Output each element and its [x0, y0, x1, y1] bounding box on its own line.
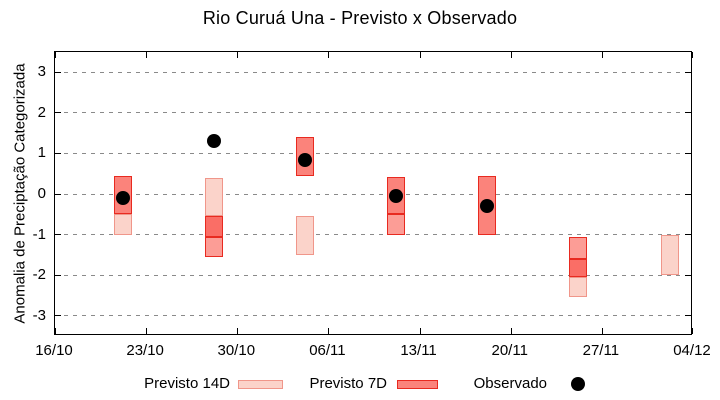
legend-label-previsto-7d: Previsto 7D — [309, 375, 387, 392]
y-gridline — [55, 152, 691, 154]
x-tick-label: 30/10 — [217, 342, 256, 359]
y-gridline — [55, 234, 691, 236]
legend-label-observado: Observado — [473, 375, 547, 392]
previsto-7d-bar-segment — [204, 236, 223, 257]
y-tick-right — [685, 315, 691, 317]
x-tick-label: 13/11 — [400, 342, 437, 359]
y-gridline — [55, 315, 691, 317]
previsto-14d-bar-segment — [660, 234, 679, 276]
legend-swatch-previsto-7d — [397, 380, 438, 389]
y-tick-left — [55, 274, 61, 276]
y-tick-label: -3 — [32, 306, 46, 324]
x-tick-bottom — [510, 328, 512, 334]
y-gridline — [55, 71, 691, 73]
chart-title: Rio Curuá Una - Previsto x Observado — [202, 8, 518, 28]
observado-point — [389, 189, 404, 204]
previsto-7d-bar-segment — [204, 216, 223, 237]
y-tick-left — [55, 193, 61, 195]
y-tick-right — [685, 152, 691, 154]
observado-point — [206, 134, 221, 149]
observado-point — [115, 191, 130, 206]
y-gridline — [55, 193, 691, 195]
x-tick-top — [692, 52, 693, 58]
legend-swatch-previsto-14d — [238, 380, 283, 389]
previsto-14d-bar-segment — [204, 177, 223, 217]
x-tick-label: 06/11 — [309, 342, 346, 359]
y-tick-label: 3 — [37, 63, 46, 81]
y-tick-label: -2 — [32, 266, 46, 284]
x-tick-bottom — [55, 328, 56, 334]
x-tick-top — [328, 52, 330, 58]
previsto-14d-bar-segment — [295, 216, 314, 255]
y-tick-label: 2 — [37, 103, 46, 121]
y-tick-right — [685, 274, 691, 276]
previsto-14d-bar-segment — [569, 277, 588, 298]
legend-observado-dot-icon — [571, 377, 585, 391]
x-tick-label: 27/11 — [582, 342, 620, 359]
y-tick-label: 1 — [37, 144, 46, 162]
x-tick-label: 23/10 — [126, 342, 164, 359]
y-tick-label: -1 — [32, 225, 46, 243]
x-tick-bottom — [146, 328, 148, 334]
observado-point — [297, 152, 312, 167]
y-tick-left — [55, 71, 61, 73]
y-gridline — [55, 274, 691, 276]
x-tick-bottom — [237, 328, 239, 334]
y-tick-left — [55, 152, 61, 154]
legend-label-previsto-14d: Previsto 14D — [144, 375, 230, 392]
x-tick-bottom — [419, 328, 421, 334]
x-tick-bottom — [692, 328, 693, 334]
x-tick-bottom — [328, 328, 330, 334]
x-tick-top — [237, 52, 239, 58]
y-tick-right — [685, 193, 691, 195]
y-tick-right — [685, 112, 691, 114]
previsto-7d-bar-segment — [569, 236, 588, 259]
previsto-7d-bar-segment — [387, 214, 406, 235]
y-tick-left — [55, 234, 61, 236]
previsto-7d-bar-segment — [569, 258, 588, 278]
x-tick-top — [419, 52, 421, 58]
y-gridline — [55, 112, 691, 114]
y-tick-left — [55, 315, 61, 317]
x-tick-top — [510, 52, 512, 58]
x-tick-label: 20/11 — [491, 342, 528, 359]
observado-point — [480, 199, 495, 214]
plot-area — [54, 51, 693, 335]
x-tick-top — [146, 52, 148, 58]
y-tick-right — [685, 234, 691, 236]
y-tick-right — [685, 71, 691, 73]
x-tick-bottom — [601, 328, 603, 334]
y-tick-left — [55, 112, 61, 114]
previsto-14d-bar-segment — [113, 214, 132, 235]
x-tick-top — [55, 52, 56, 58]
x-tick-label: 16/10 — [35, 342, 73, 359]
x-tick-label: 04/12 — [673, 342, 711, 359]
y-tick-label: 0 — [37, 185, 46, 202]
x-tick-top — [601, 52, 603, 58]
